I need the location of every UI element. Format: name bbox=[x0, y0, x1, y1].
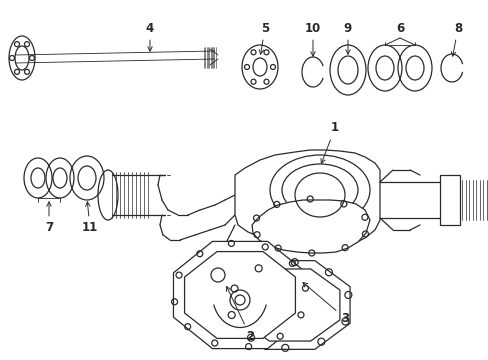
Text: 6: 6 bbox=[395, 22, 403, 35]
Ellipse shape bbox=[375, 56, 393, 80]
Polygon shape bbox=[251, 200, 369, 253]
Ellipse shape bbox=[252, 58, 266, 76]
Text: 11: 11 bbox=[81, 202, 98, 234]
Text: 5: 5 bbox=[259, 22, 268, 54]
Polygon shape bbox=[229, 261, 349, 349]
Polygon shape bbox=[173, 242, 306, 348]
Text: 7: 7 bbox=[45, 202, 53, 234]
Ellipse shape bbox=[269, 155, 369, 225]
Text: 9: 9 bbox=[343, 22, 351, 54]
Polygon shape bbox=[184, 252, 295, 338]
Text: 3: 3 bbox=[303, 283, 348, 324]
Ellipse shape bbox=[337, 56, 357, 84]
Text: 10: 10 bbox=[304, 22, 321, 56]
Text: 8: 8 bbox=[450, 22, 461, 56]
Text: 2: 2 bbox=[226, 287, 254, 342]
Text: 4: 4 bbox=[145, 22, 154, 51]
Text: 1: 1 bbox=[320, 121, 338, 163]
Ellipse shape bbox=[405, 56, 423, 80]
Polygon shape bbox=[240, 269, 339, 341]
Polygon shape bbox=[439, 175, 459, 225]
Polygon shape bbox=[235, 150, 379, 248]
